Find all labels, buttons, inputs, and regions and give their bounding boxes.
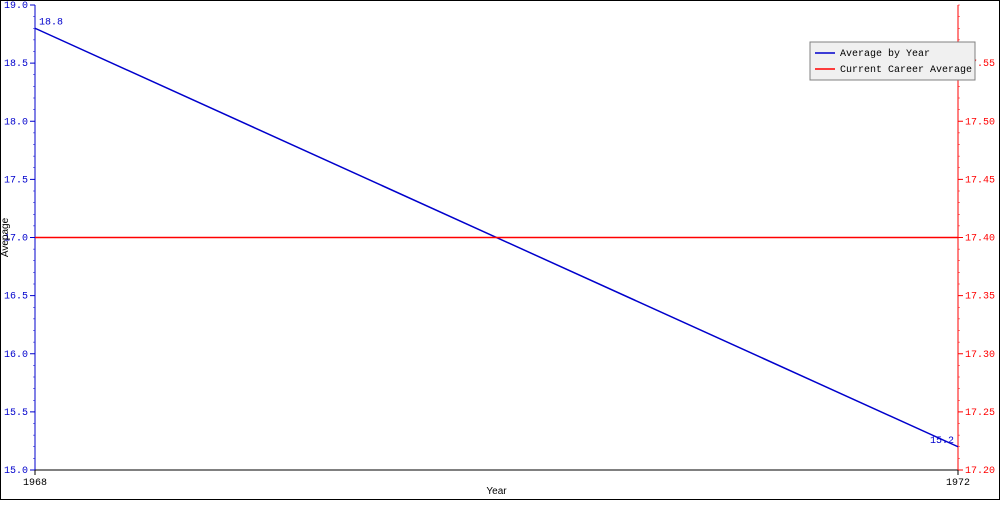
y-axis-left-label: Avepage: [0, 217, 11, 257]
point-label: 15.2: [930, 436, 954, 447]
y-left-tick-label: 16.0: [4, 350, 28, 361]
y-right-tick-label: 17.25: [965, 408, 995, 419]
y-left-tick-label: 15.5: [4, 408, 28, 419]
legend-label: Average by Year: [840, 48, 930, 60]
y-right-tick-label: 17.35: [965, 292, 995, 303]
y-right-tick-label: 17.45: [965, 175, 995, 186]
y-right-tick-label: 17.40: [965, 234, 995, 245]
x-tick-label: 1972: [946, 478, 970, 489]
y-left-tick-label: 17.5: [4, 175, 28, 186]
y-left-tick-label: 19.0: [4, 1, 28, 12]
y-left-tick-label: 18.0: [4, 117, 28, 128]
chart-container: 15.015.516.016.517.017.518.018.519.017.2…: [0, 0, 1000, 500]
y-right-tick-label: 17.20: [965, 466, 995, 477]
legend-label: Current Career Average: [840, 65, 972, 76]
y-right-tick-label: 17.50: [965, 117, 995, 128]
y-left-tick-label: 18.5: [4, 59, 28, 70]
x-tick-label: 1968: [23, 478, 47, 489]
point-label: 18.8: [39, 17, 63, 28]
dual-axis-line-chart: 15.015.516.016.517.017.518.018.519.017.2…: [0, 0, 1000, 500]
x-axis-label: Year: [486, 486, 507, 497]
y-left-tick-label: 16.5: [4, 292, 28, 303]
y-left-tick-label: 15.0: [4, 466, 28, 477]
y-right-tick-label: 17.30: [965, 350, 995, 361]
